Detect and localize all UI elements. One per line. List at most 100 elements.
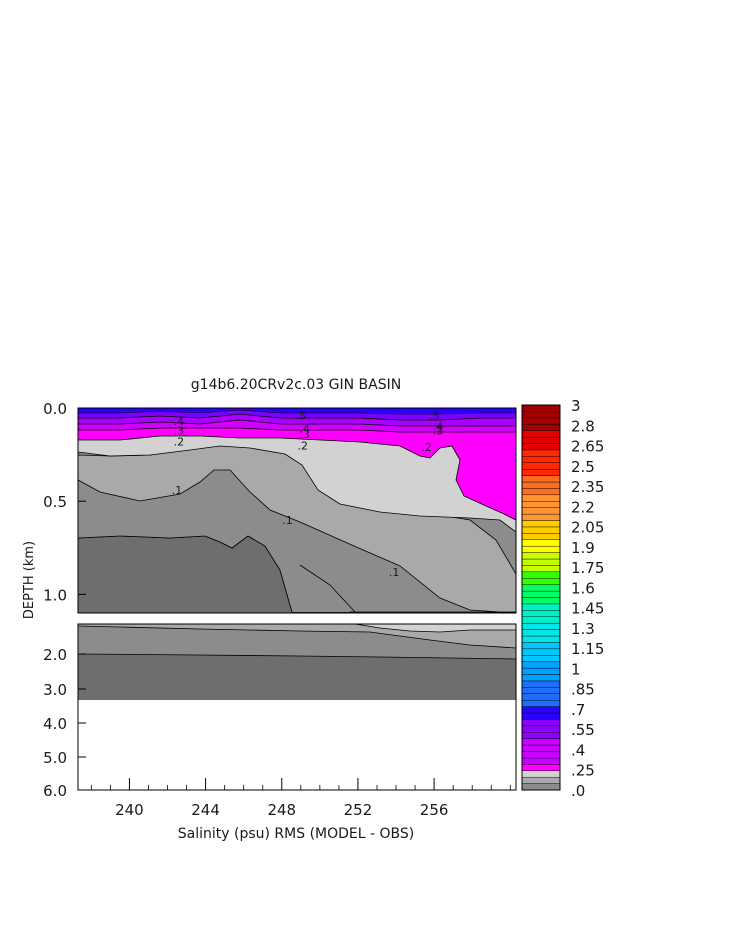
x-tick-label: 256 xyxy=(420,801,449,819)
colorbar-swatch xyxy=(521,520,561,528)
lower-contour-fill-0.3 xyxy=(354,624,516,633)
x-axis-label: Salinity (psu) RMS (MODEL - OBS) xyxy=(178,826,414,842)
contour-label: .5 xyxy=(429,409,440,422)
chart-title: g14b6.20CRv2c.03 GIN BASIN xyxy=(191,377,401,393)
colorbar-swatch xyxy=(521,635,561,643)
colorbar-tick-label: 2.2 xyxy=(571,498,595,516)
y-tick-label: 6.0 xyxy=(43,782,67,800)
colorbar-swatch xyxy=(521,712,561,720)
colorbar-swatch xyxy=(521,507,561,515)
colorbar-swatch xyxy=(521,513,561,521)
upper-panel xyxy=(78,408,516,613)
colorbar-swatch xyxy=(521,783,561,791)
colorbar-tick-label: 1.15 xyxy=(571,640,604,658)
colorbar-swatch xyxy=(521,424,561,431)
y-axis-label: DEPTH (km) xyxy=(22,541,37,619)
y-tick-label: 5.0 xyxy=(43,749,67,767)
colorbar-tick-label: 1 xyxy=(571,660,581,678)
colorbar-swatch xyxy=(521,533,561,540)
contour-label: .4 xyxy=(299,423,310,436)
contour-fill-0.55 xyxy=(78,408,516,415)
colorbar-tick-label: 2.05 xyxy=(571,519,604,537)
colorbar-swatch xyxy=(521,488,561,496)
colorbar-swatch xyxy=(521,764,561,771)
colorbar-tick-label: .55 xyxy=(571,721,595,739)
x-tick-label: 248 xyxy=(267,801,296,819)
contour-fill-0.3 xyxy=(78,408,516,521)
colorbar-swatch xyxy=(521,706,561,714)
colorbar-swatch xyxy=(521,744,561,752)
colorbar-swatch xyxy=(521,680,561,688)
lower-panel-frame xyxy=(77,623,517,791)
colorbar-tick-label: 3 xyxy=(571,397,581,415)
y-tick-label: 0.0 xyxy=(43,400,67,418)
contour-label: .5 xyxy=(296,409,307,422)
colorbar-tick-label: .4 xyxy=(571,741,585,759)
colorbar-swatch xyxy=(521,584,561,592)
colorbar-tick-label: .7 xyxy=(571,701,585,719)
y-tick-label: 1.0 xyxy=(43,586,67,604)
colorbar-swatch xyxy=(521,462,561,470)
colorbar-tick-label: 2.65 xyxy=(571,438,604,456)
colorbar-swatch xyxy=(521,648,561,656)
contour-label: .1 xyxy=(389,566,400,579)
x-tick-label: 244 xyxy=(191,801,220,819)
y-axis: 0.0 0.5 1.0 2.0 3.0 4.0 5.0 6.0 xyxy=(43,400,86,800)
colorbar-swatch xyxy=(521,738,561,746)
colorbar-tick-label: 1.3 xyxy=(571,620,595,638)
colorbar-swatch xyxy=(521,430,561,438)
colorbar-tick-label: 2.35 xyxy=(571,478,604,496)
y-tick-label: 4.0 xyxy=(43,715,67,733)
contour-label: .2 xyxy=(297,439,308,452)
colorbar-swatch xyxy=(521,661,561,669)
contour-label: .2 xyxy=(174,436,185,449)
x-tick-label: 252 xyxy=(344,801,373,819)
contour-label: .3 xyxy=(174,424,185,437)
contour-label: .4 xyxy=(174,415,185,428)
colorbar-swatch xyxy=(521,578,561,585)
colorbar-tick-label: 1.6 xyxy=(571,579,595,597)
colorbar-swatch xyxy=(521,501,561,508)
colorbar-swatch xyxy=(521,526,561,534)
colorbar-swatch xyxy=(521,642,561,650)
colorbar-swatch xyxy=(521,571,561,579)
contour-label: .1 xyxy=(172,484,183,497)
contour-label: .3 xyxy=(433,424,444,437)
colorbar-tick-label: 1.9 xyxy=(571,539,595,557)
colorbar-swatch xyxy=(521,776,561,784)
y-tick-label: 3.0 xyxy=(43,681,67,699)
y-tick-label: 0.5 xyxy=(43,493,67,511)
colorbar-tick-label: .25 xyxy=(571,762,595,780)
colorbar-swatch xyxy=(521,693,561,701)
colorbar-swatch xyxy=(521,687,561,694)
colorbar-swatch xyxy=(521,417,561,425)
y-tick-label: 2.0 xyxy=(43,646,67,664)
lower-panel xyxy=(78,624,516,790)
contour-fill-0.1-boundary xyxy=(78,535,293,613)
colorbar-swatch xyxy=(521,468,561,476)
colorbar-swatch xyxy=(521,725,561,733)
colorbar-tick-label: 2.5 xyxy=(571,458,595,476)
colorbar-tick-label: .0 xyxy=(571,782,585,800)
colorbar-swatch xyxy=(521,404,561,412)
colorbar-swatch xyxy=(521,757,561,765)
colorbar-swatch xyxy=(521,597,561,605)
colorbar-swatch xyxy=(521,443,561,451)
colorbar-swatch xyxy=(521,616,561,624)
colorbar: 3 2.8 2.65 2.5 2.35 2.2 2.05 1.9 1.75 1.6 1.45 1.3 1… xyxy=(521,397,604,800)
colorbar-swatch xyxy=(521,481,561,489)
contour-label: .1 xyxy=(282,514,293,527)
colorbar-swatch xyxy=(521,558,561,566)
colorbar-swatch xyxy=(521,494,561,502)
upper-panel-frame xyxy=(77,407,517,614)
colorbar-swatch xyxy=(521,699,561,707)
colorbar-swatch xyxy=(521,674,561,682)
colorbar-swatch xyxy=(521,629,561,637)
colorbar-swatch xyxy=(521,590,561,598)
colorbar-tick-label: 1.45 xyxy=(571,600,604,618)
colorbar-swatch xyxy=(521,411,561,419)
colorbar-swatch xyxy=(521,719,561,727)
colorbar-swatch xyxy=(521,603,561,611)
colorbar-swatch xyxy=(521,622,561,630)
x-axis: 240 244 248 252 256 xyxy=(90,778,511,819)
